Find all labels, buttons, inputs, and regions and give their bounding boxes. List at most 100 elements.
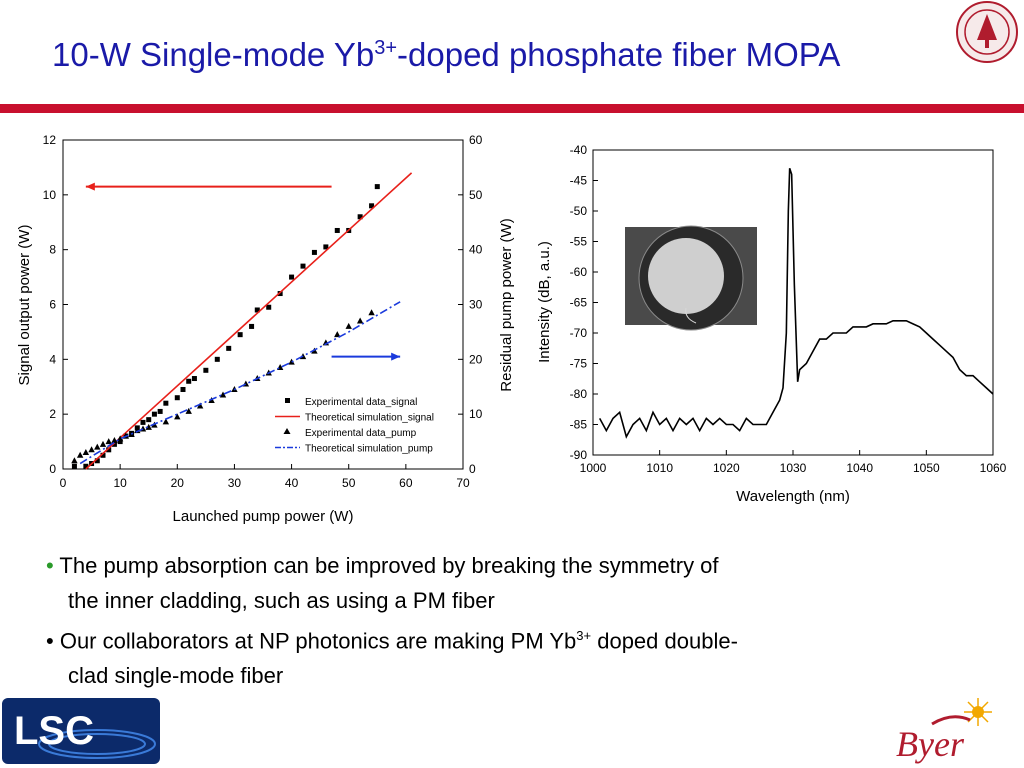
x-tick-label: 30 [228,476,242,490]
title-divider [0,104,1024,113]
signal-data-point [71,463,77,469]
legend-label: Experimental data_signal [305,397,417,408]
y-tick-label: 2 [49,407,56,421]
signal-data-point [151,411,157,417]
y-tick-label: 0 [49,462,56,476]
signal-data-point [146,417,152,423]
signal-data-point [186,378,192,384]
bullet-item: • The pump absorption can be improved by… [46,553,719,578]
y2-tick-label: 30 [469,298,483,312]
signal-data-point [180,386,186,392]
pump-data-point [368,309,375,316]
legend-label: Experimental data_pump [305,428,417,439]
chart-legend: Experimental data_signal Theoretical simu… [275,397,434,455]
pump-data-point [94,443,101,450]
pump-data-point [334,331,341,338]
pump-data-point [99,440,107,447]
x-tick-label: 1060 [980,461,1007,475]
x-tick-label: 1010 [646,461,673,475]
university-seal-logo [956,1,1018,63]
x-tick-label: 0 [60,476,67,490]
y-tick-label: -60 [570,265,588,279]
legend-label: Theoretical simulation_signal [305,413,434,424]
legend-label: Theoretical simulation_pump [305,444,433,455]
y-axis-label: Signal output power (W) [16,225,33,386]
x-tick-label: 50 [342,476,356,490]
y-tick-label: 10 [43,188,57,202]
bullet-item: • Our collaborators at NP photonics are … [46,628,738,654]
y-tick-label: 6 [49,298,56,312]
pump-data-point [116,435,124,442]
y-tick-label: -85 [570,418,588,432]
x-tick-label: 1050 [913,461,940,475]
y-tick-label: 12 [43,133,57,147]
y2-tick-label: 10 [469,407,483,421]
bullet-continuation: clad single-mode fiber [68,663,284,689]
y-tick-label: 4 [49,352,56,366]
x-axis-label: Launched pump power (W) [173,508,354,525]
x-axis-label: Wavelength (nm) [736,488,850,505]
page-title: 10-W Single-mode Yb3+-doped phosphate fi… [52,36,841,73]
pump-data-point [82,449,90,456]
signal-data-point [357,214,363,220]
fiber-cross-section-image [625,225,757,331]
legend-marker [283,428,291,434]
byer-group-logo: Byer [896,698,992,764]
y-tick-label: -75 [570,357,588,371]
pump-data-point [356,317,364,324]
y-tick-label: -70 [570,326,588,340]
svg-text:Byer: Byer [896,724,965,764]
sun-icon [964,698,992,726]
y-tick-label: -45 [570,174,588,188]
signal-data-point [369,203,375,209]
legend-marker [285,398,290,403]
signal-data-point [83,463,89,469]
y-tick-label: -55 [570,235,588,249]
signal-data-point [237,332,243,338]
pump-data-point [76,451,84,458]
signal-data-point [203,367,209,373]
signal-data-point [140,419,146,425]
pump-data-point [345,322,352,329]
signal-data-point [94,458,100,464]
pump-data-point [71,457,78,464]
signal-data-point [214,356,220,362]
signal-data-point [111,441,117,447]
signal-data-point [254,307,260,313]
x-tick-label: 1030 [780,461,807,475]
x-tick-label: 1020 [713,461,740,475]
signal-data-point [323,244,329,250]
pump-simulation-line [79,301,401,465]
x-tick-label: 40 [285,476,299,490]
y2-tick-label: 40 [469,243,483,257]
signal-data-point [226,345,232,351]
signal-data-point [266,304,272,310]
signal-data-point [191,376,197,382]
signal-data-point [300,263,306,269]
signal-data-point [289,274,295,280]
signal-data-point [163,400,169,406]
x-tick-label: 20 [171,476,185,490]
signal-data-point [249,323,255,329]
x-tick-label: 70 [456,476,470,490]
y-tick-label: -80 [570,387,588,401]
y2-tick-label: 50 [469,188,483,202]
pump-data-point [88,446,95,453]
x-tick-label: 10 [113,476,127,490]
signal-data-point [374,184,380,190]
signal-data-point [117,439,123,445]
pump-data-point [196,402,204,409]
y2-tick-label: 60 [469,133,483,147]
y2-axis-label: Residual pump power (W) [498,218,515,391]
pump-data-point [145,423,152,430]
signal-data-point [334,227,340,233]
pump-data-point [111,436,118,443]
signal-data-point [174,395,180,401]
y-tick-label: -50 [570,204,588,218]
y2-tick-label: 0 [469,462,476,476]
lsc-logo: LSC [2,698,160,764]
y-tick-label: -65 [570,296,588,310]
signal-simulation-line [85,172,413,470]
y-tick-label: 8 [49,243,56,257]
